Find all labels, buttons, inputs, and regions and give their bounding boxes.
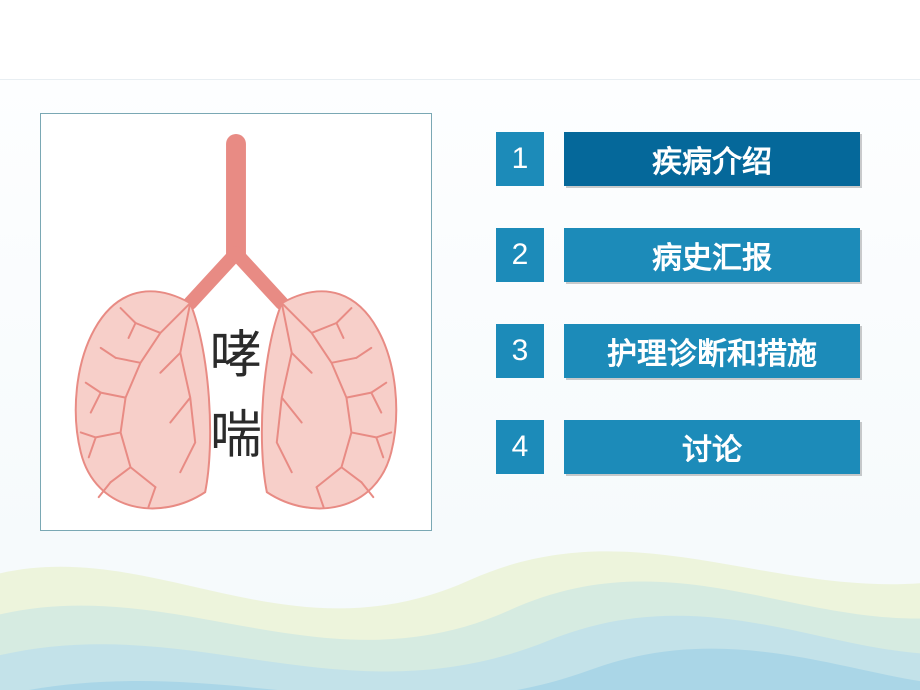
- toc-item-2[interactable]: 2 病史汇报: [496, 228, 860, 282]
- lungs-illustration-box: 哮 喘: [40, 113, 432, 531]
- toc-menu: 1 疾病介绍 2 病史汇报 3 护理诊断和措施 4 讨论: [496, 132, 860, 474]
- toc-label: 护理诊断和措施: [564, 324, 860, 378]
- top-strip: [0, 0, 920, 80]
- toc-number: 2: [496, 228, 544, 282]
- toc-number: 1: [496, 132, 544, 186]
- toc-label: 讨论: [564, 420, 860, 474]
- toc-item-4[interactable]: 4 讨论: [496, 420, 860, 474]
- toc-item-3[interactable]: 3 护理诊断和措施: [496, 324, 860, 378]
- content-area: 哮 喘 1 疾病介绍 2 病史汇报 3 护理诊断和措施 4 讨论: [0, 80, 920, 690]
- toc-label: 疾病介绍: [564, 132, 860, 186]
- calligraphy-bottom: 喘: [210, 407, 262, 464]
- toc-label: 病史汇报: [564, 228, 860, 282]
- slide-page: 哮 喘 1 疾病介绍 2 病史汇报 3 护理诊断和措施 4 讨论: [0, 0, 920, 690]
- toc-item-1[interactable]: 1 疾病介绍: [496, 132, 860, 186]
- toc-number: 3: [496, 324, 544, 378]
- calligraphy-top: 哮: [210, 328, 262, 385]
- toc-number: 4: [496, 420, 544, 474]
- lungs-illustration: 哮 喘: [41, 114, 431, 530]
